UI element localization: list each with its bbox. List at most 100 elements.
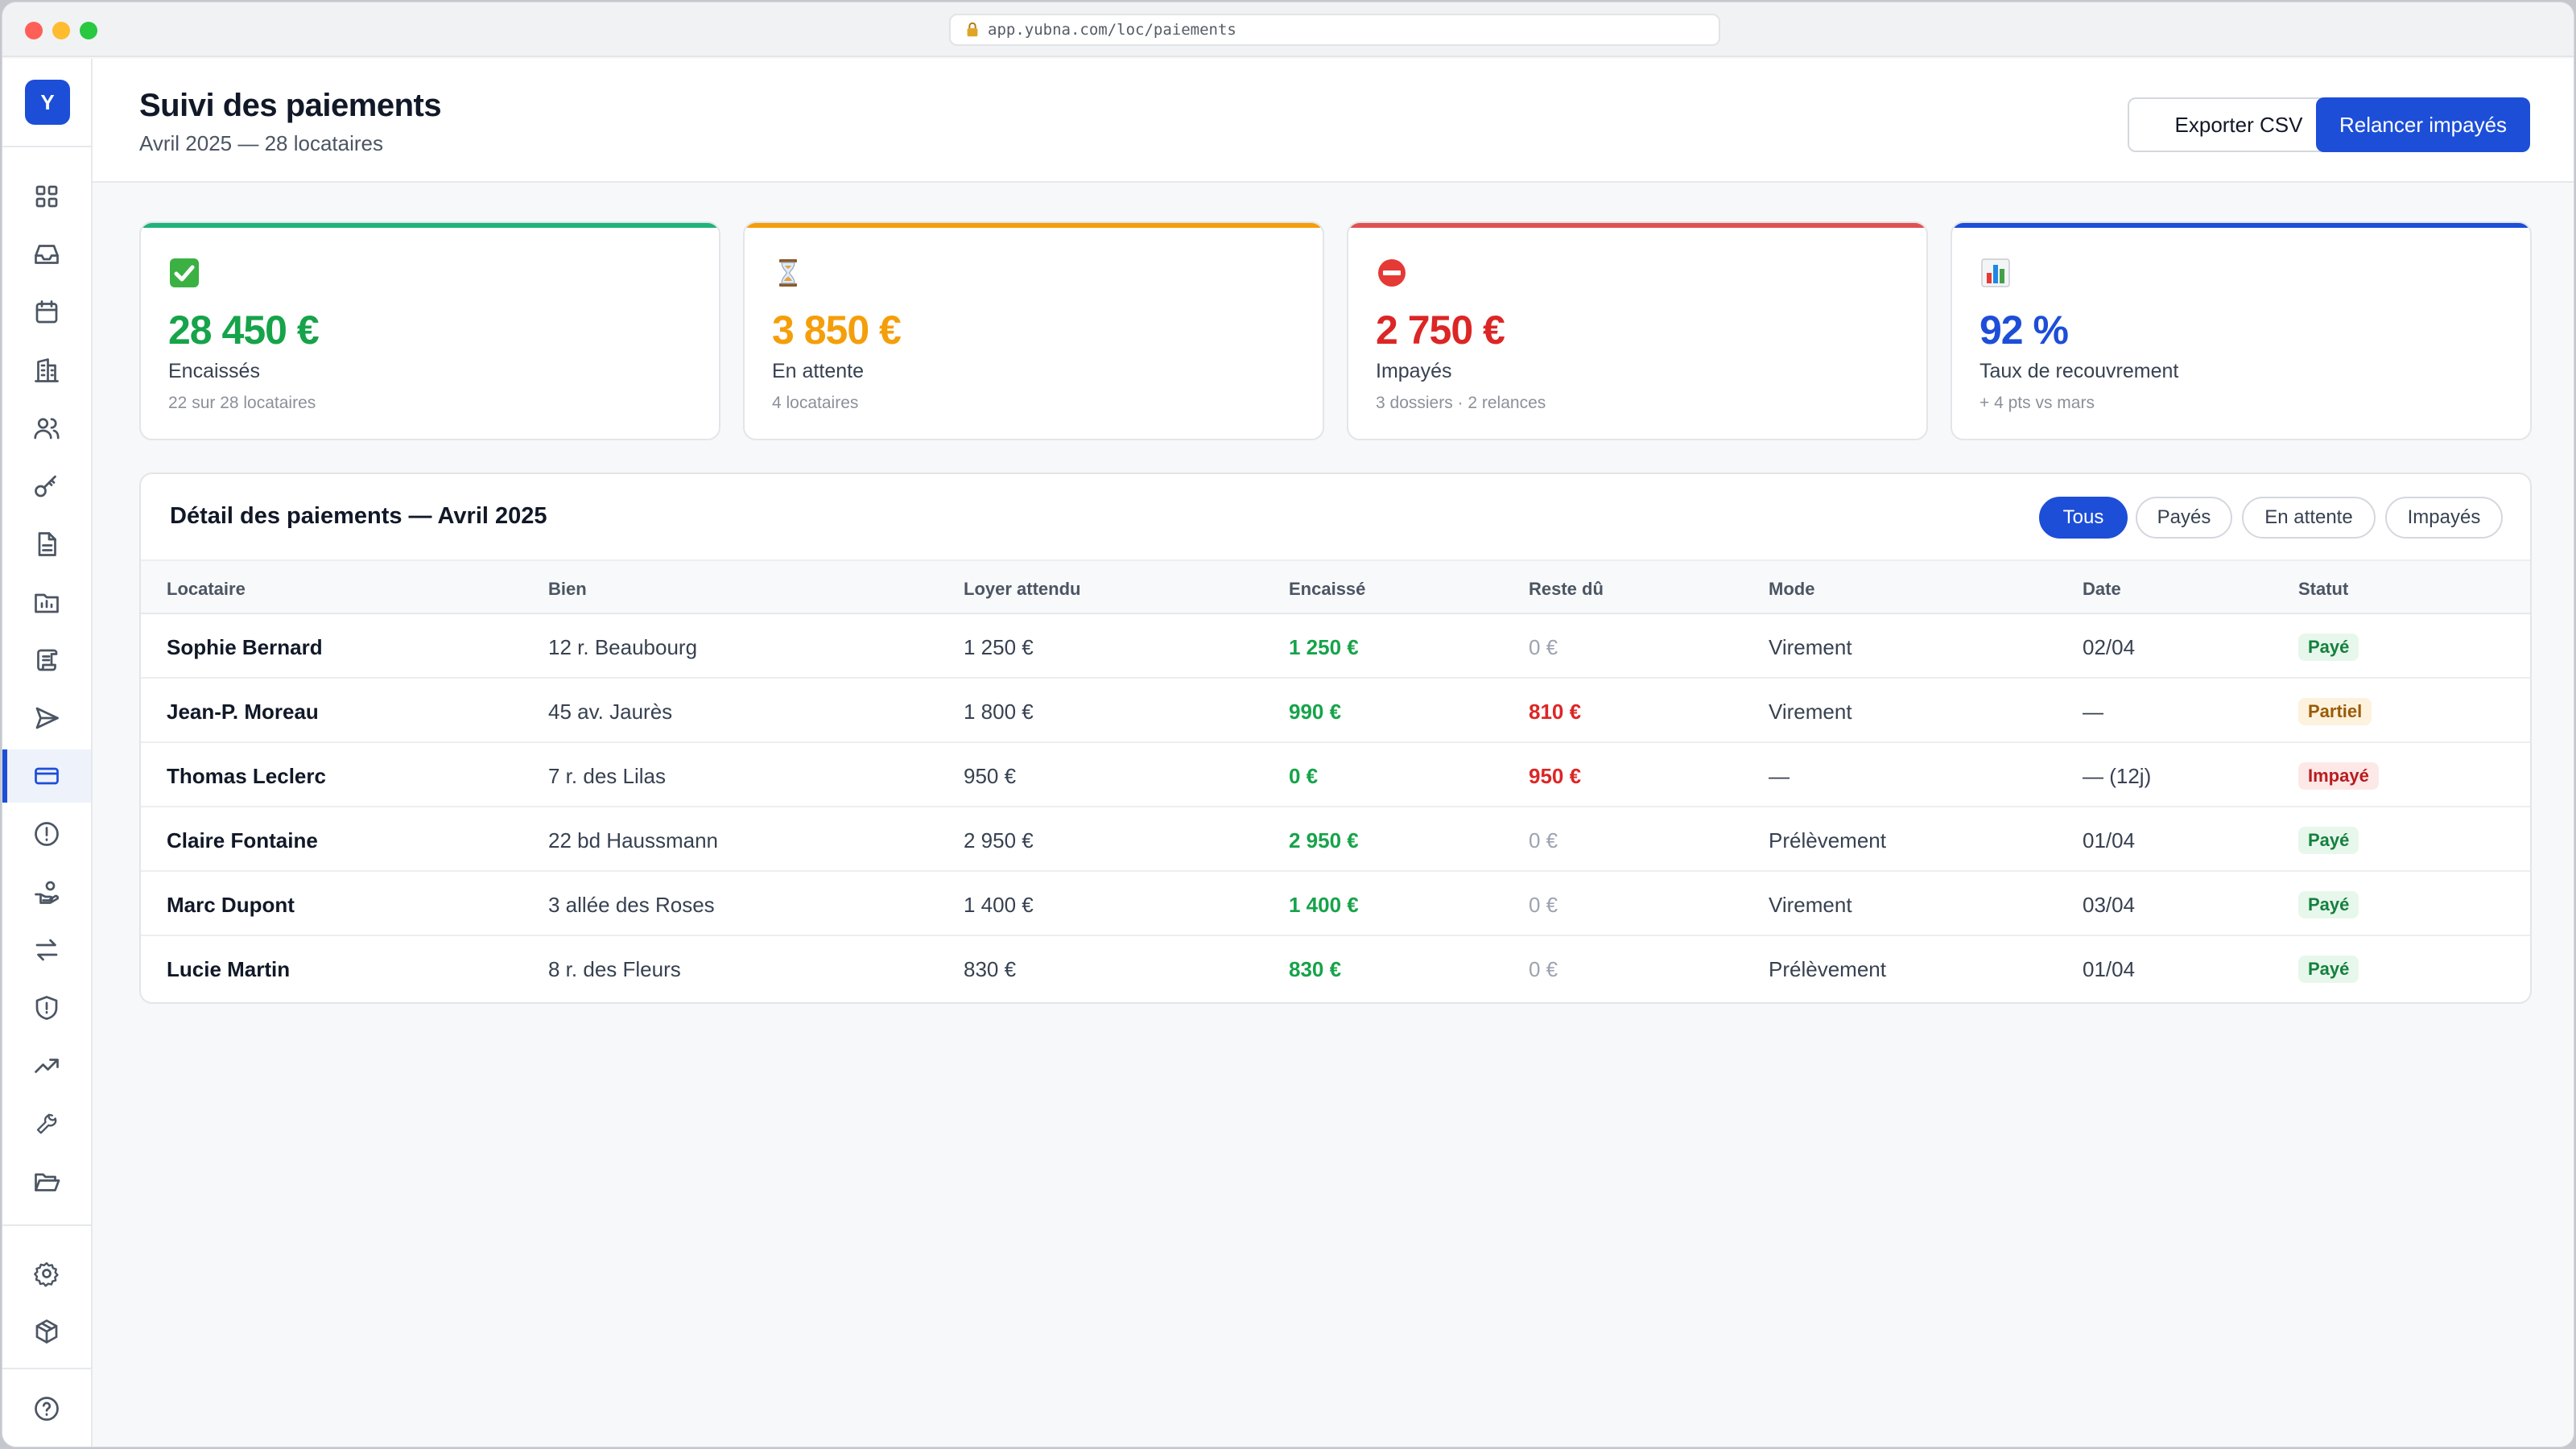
hourglass-icon — [779, 259, 797, 287]
column-header-expected-rent[interactable]: Loyer attendu — [964, 579, 1081, 599]
column-header-status[interactable]: Statut — [2298, 579, 2349, 599]
tenant-name: Jean-P. Moreau — [167, 700, 319, 724]
stat-label: Taux de recouvrement — [1979, 360, 2179, 382]
status-badge: Payé — [2298, 634, 2359, 661]
sidebar-item-documents[interactable] — [2, 518, 91, 571]
sidebar-item-leases[interactable] — [2, 634, 91, 687]
table-row[interactable]: Thomas Leclerc 7 r. des Lilas 950 € 0 € … — [141, 743, 2530, 807]
filter-unpaid-tab[interactable]: Impayés — [2385, 497, 2503, 539]
maximize-window-button[interactable] — [80, 22, 97, 39]
folder-open-icon — [35, 1173, 60, 1191]
hand-coins-icon — [35, 881, 60, 904]
column-header-date[interactable]: Date — [2083, 579, 2121, 599]
building-icon — [35, 358, 59, 382]
card-accent-line — [745, 223, 1323, 228]
filter-pending-tab[interactable]: En attente — [2242, 497, 2376, 539]
property-address: 22 bd Haussmann — [548, 828, 719, 852]
sidebar-item-inbox[interactable] — [2, 228, 91, 281]
stat-label: En attente — [772, 360, 864, 382]
table-row[interactable]: Jean-P. Moreau 45 av. Jaurès 1 800 € 990… — [141, 679, 2530, 743]
collected-amount: 1 400 € — [1289, 893, 1359, 917]
sidebar-item-alerts[interactable] — [2, 807, 91, 861]
expected-rent: 1 800 € — [964, 700, 1034, 724]
table-row[interactable]: Claire Fontaine 22 bd Haussmann 2 950 € … — [141, 807, 2530, 872]
expected-rent: 830 € — [964, 957, 1017, 981]
help-icon — [35, 1397, 59, 1421]
payment-date: — (12j) — [2083, 764, 2152, 788]
browser-titlebar: app.yubna.com/loc/paiements — [2, 2, 2574, 57]
stat-sublabel: + 4 pts vs mars — [1979, 394, 2095, 412]
sidebar-item-maintenance[interactable] — [2, 1097, 91, 1150]
column-header-tenant[interactable]: Locataire — [167, 579, 246, 599]
column-header-remaining[interactable]: Reste dû — [1529, 579, 1604, 599]
bar-chart-icon — [1981, 258, 2010, 287]
sidebar-item-analytics[interactable] — [2, 1039, 91, 1092]
payment-mode: Virement — [1769, 893, 1852, 917]
table-title: Détail des paiements — Avril 2025 — [170, 503, 547, 529]
property-address: 45 av. Jaurès — [548, 700, 673, 724]
page-header: Suivi des paiements Avril 2025 — 28 loca… — [93, 59, 2574, 183]
sidebar-item-keys[interactable] — [2, 460, 91, 513]
settings-icon — [34, 1261, 59, 1287]
stat-sublabel: 4 locataires — [772, 394, 859, 412]
collected-amount: 0 € — [1289, 764, 1319, 788]
export-csv-button[interactable]: Exporter CSV — [2128, 97, 2350, 152]
sidebar-item-insurance[interactable] — [2, 981, 91, 1034]
alert-circle-icon — [35, 822, 59, 846]
sidebar-item-reports[interactable] — [2, 576, 91, 629]
expected-rent: 950 € — [964, 764, 1017, 788]
property-address: 8 r. des Fleurs — [548, 957, 681, 981]
column-header-property[interactable]: Bien — [548, 579, 587, 599]
filter-all-tab[interactable]: Tous — [2039, 497, 2128, 539]
stat-card-collected: 28 450 € Encaissés 22 sur 28 locataires — [139, 221, 720, 440]
sidebar-item-deposits[interactable] — [2, 865, 91, 919]
package-icon — [35, 1319, 58, 1344]
check-icon — [170, 258, 199, 287]
page-title: Suivi des paiements — [139, 88, 442, 123]
payment-mode: — — [1769, 764, 1790, 788]
sidebar-item-payments[interactable] — [2, 749, 91, 803]
column-header-collected[interactable]: Encaissé — [1289, 579, 1366, 599]
stat-card-recovery-rate: 92 % Taux de recouvrement + 4 pts vs mar… — [1951, 221, 2532, 440]
property-address: 7 r. des Lilas — [548, 764, 666, 788]
table-row[interactable]: Lucie Martin 8 r. des Fleurs 830 € 830 €… — [141, 936, 2530, 1001]
remaining-amount: 0 € — [1529, 635, 1558, 659]
sidebar-item-files[interactable] — [2, 1155, 91, 1208]
sidebar-item-transfers[interactable] — [2, 923, 91, 976]
sidebar-item-users[interactable] — [2, 402, 91, 455]
close-window-button[interactable] — [25, 22, 43, 39]
minimize-window-button[interactable] — [52, 22, 70, 39]
stat-value: 2 750 € — [1376, 308, 1505, 353]
expected-rent: 2 950 € — [964, 828, 1034, 852]
status-badge: Impayé — [2298, 762, 2379, 790]
sidebar-item-modules[interactable] — [2, 1305, 91, 1358]
sidebar-item-send[interactable] — [2, 691, 91, 745]
stat-card-pending: 3 850 € En attente 4 locataires — [743, 221, 1324, 440]
lock-icon — [967, 22, 978, 37]
scroll-icon — [37, 649, 58, 671]
tenant-name: Claire Fontaine — [167, 828, 318, 852]
sidebar-item-buildings[interactable] — [2, 344, 91, 397]
sidebar-item-dashboard[interactable] — [2, 170, 91, 223]
remaining-amount: 0 € — [1529, 893, 1558, 917]
app-logo[interactable]: Y — [25, 80, 70, 125]
collected-amount: 830 € — [1289, 957, 1342, 981]
table-row[interactable]: Marc Dupont 3 allée des Roses 1 400 € 1 … — [141, 872, 2530, 936]
remaining-amount: 0 € — [1529, 828, 1558, 852]
column-header-mode[interactable]: Mode — [1769, 579, 1815, 599]
address-bar[interactable]: app.yubna.com/loc/paiements — [949, 14, 1720, 46]
collected-amount: 2 950 € — [1289, 828, 1359, 852]
remind-unpaid-button[interactable]: Relancer impayés — [2316, 97, 2530, 152]
payment-date: 01/04 — [2083, 957, 2136, 981]
sidebar-item-settings[interactable] — [2, 1247, 91, 1300]
tenant-name: Lucie Martin — [167, 957, 291, 981]
tenant-name: Marc Dupont — [167, 893, 295, 917]
dashboard-icon — [35, 185, 58, 208]
tenant-name: Thomas Leclerc — [167, 764, 326, 788]
sidebar-item-help[interactable] — [2, 1382, 91, 1435]
payment-date: 02/04 — [2083, 635, 2136, 659]
sidebar-item-calendar[interactable] — [2, 286, 91, 339]
table-row[interactable]: Sophie Bernard 12 r. Beaubourg 1 250 € 1… — [141, 614, 2530, 679]
filter-paid-tab[interactable]: Payés — [2136, 497, 2232, 539]
stat-value: 3 850 € — [772, 308, 902, 353]
